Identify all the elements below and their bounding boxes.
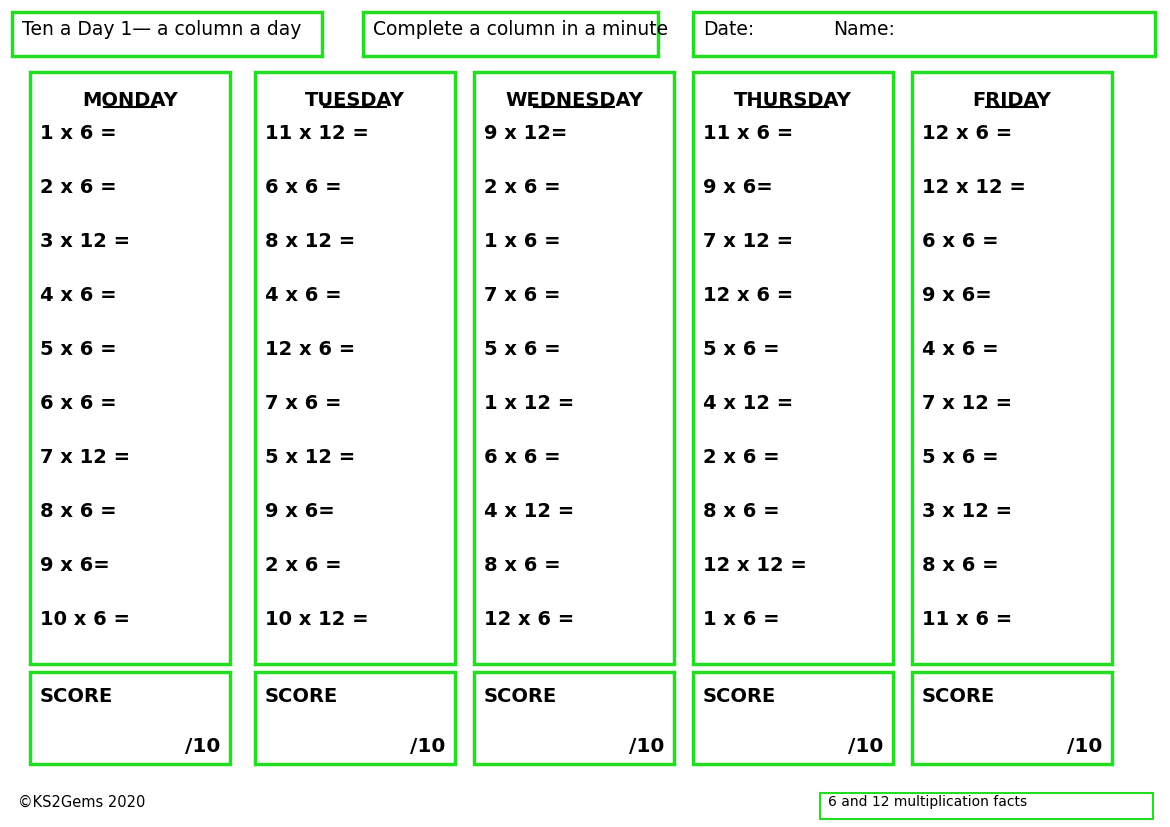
- Text: 6 x 6 =: 6 x 6 =: [40, 394, 117, 413]
- FancyBboxPatch shape: [474, 672, 674, 764]
- FancyBboxPatch shape: [693, 672, 893, 764]
- Text: Complete a column in a minute: Complete a column in a minute: [373, 20, 668, 39]
- Text: 6 x 6 =: 6 x 6 =: [922, 232, 999, 251]
- Text: 9 x 6=: 9 x 6=: [922, 286, 992, 305]
- Text: 4 x 6 =: 4 x 6 =: [40, 286, 117, 305]
- FancyBboxPatch shape: [12, 12, 322, 56]
- Text: 12 x 6 =: 12 x 6 =: [264, 340, 356, 359]
- Text: 2 x 6 =: 2 x 6 =: [484, 178, 560, 197]
- FancyBboxPatch shape: [911, 72, 1112, 664]
- Text: 1 x 6 =: 1 x 6 =: [40, 124, 117, 143]
- Text: 4 x 12 =: 4 x 12 =: [484, 502, 574, 521]
- Text: 7 x 6 =: 7 x 6 =: [264, 394, 342, 413]
- Text: /10: /10: [628, 737, 665, 756]
- FancyBboxPatch shape: [693, 72, 893, 664]
- Text: /10: /10: [1067, 737, 1102, 756]
- Text: THURSDAY: THURSDAY: [734, 90, 852, 109]
- Text: 8 x 6 =: 8 x 6 =: [922, 556, 999, 575]
- Text: 11 x 6 =: 11 x 6 =: [703, 124, 793, 143]
- Text: 12 x 6 =: 12 x 6 =: [484, 610, 574, 629]
- FancyBboxPatch shape: [30, 72, 230, 664]
- Text: 4 x 6 =: 4 x 6 =: [264, 286, 342, 305]
- FancyBboxPatch shape: [363, 12, 658, 56]
- Text: 9 x 6=: 9 x 6=: [703, 178, 772, 197]
- Text: 12 x 12 =: 12 x 12 =: [703, 556, 807, 575]
- Text: 8 x 6 =: 8 x 6 =: [703, 502, 779, 521]
- FancyBboxPatch shape: [693, 12, 1155, 56]
- Text: 2 x 6 =: 2 x 6 =: [703, 448, 779, 467]
- Text: 5 x 6 =: 5 x 6 =: [484, 340, 560, 359]
- Text: 4 x 6 =: 4 x 6 =: [922, 340, 999, 359]
- Text: 8 x 12 =: 8 x 12 =: [264, 232, 356, 251]
- Text: 7 x 12 =: 7 x 12 =: [703, 232, 793, 251]
- FancyBboxPatch shape: [911, 672, 1112, 764]
- Text: 7 x 6 =: 7 x 6 =: [484, 286, 560, 305]
- Text: SCORE: SCORE: [264, 687, 338, 706]
- Text: 4 x 12 =: 4 x 12 =: [703, 394, 793, 413]
- Text: 3 x 12 =: 3 x 12 =: [922, 502, 1012, 521]
- Text: 8 x 6 =: 8 x 6 =: [40, 502, 117, 521]
- Text: 1 x 6 =: 1 x 6 =: [484, 232, 560, 251]
- Text: 9 x 12=: 9 x 12=: [484, 124, 567, 143]
- Text: 2 x 6 =: 2 x 6 =: [264, 556, 342, 575]
- Text: 5 x 6 =: 5 x 6 =: [703, 340, 779, 359]
- FancyBboxPatch shape: [255, 72, 455, 664]
- FancyBboxPatch shape: [820, 793, 1152, 819]
- Text: 10 x 12 =: 10 x 12 =: [264, 610, 369, 629]
- Text: WEDNESDAY: WEDNESDAY: [505, 90, 644, 109]
- Text: 11 x 12 =: 11 x 12 =: [264, 124, 369, 143]
- Text: 6 and 12 multiplication facts: 6 and 12 multiplication facts: [828, 795, 1027, 809]
- Text: 11 x 6 =: 11 x 6 =: [922, 610, 1012, 629]
- FancyBboxPatch shape: [474, 72, 674, 664]
- Text: /10: /10: [410, 737, 445, 756]
- Text: MONDAY: MONDAY: [82, 90, 178, 109]
- Text: 2 x 6 =: 2 x 6 =: [40, 178, 117, 197]
- Text: 5 x 6 =: 5 x 6 =: [40, 340, 117, 359]
- Text: /10: /10: [847, 737, 883, 756]
- Text: 12 x 6 =: 12 x 6 =: [703, 286, 793, 305]
- FancyBboxPatch shape: [255, 672, 455, 764]
- Text: SCORE: SCORE: [703, 687, 776, 706]
- FancyBboxPatch shape: [30, 672, 230, 764]
- Text: Date:: Date:: [703, 20, 755, 39]
- Text: Name:: Name:: [833, 20, 895, 39]
- Text: 3 x 12 =: 3 x 12 =: [40, 232, 130, 251]
- Text: FRIDAY: FRIDAY: [972, 90, 1052, 109]
- Text: TUESDAY: TUESDAY: [305, 90, 405, 109]
- Text: 6 x 6 =: 6 x 6 =: [264, 178, 342, 197]
- Text: 1 x 12 =: 1 x 12 =: [484, 394, 574, 413]
- Text: 12 x 12 =: 12 x 12 =: [922, 178, 1026, 197]
- Text: 9 x 6=: 9 x 6=: [40, 556, 110, 575]
- Text: SCORE: SCORE: [40, 687, 113, 706]
- Text: 12 x 6 =: 12 x 6 =: [922, 124, 1012, 143]
- Text: SCORE: SCORE: [922, 687, 996, 706]
- Text: 5 x 6 =: 5 x 6 =: [922, 448, 999, 467]
- Text: 6 x 6 =: 6 x 6 =: [484, 448, 560, 467]
- Text: 7 x 12 =: 7 x 12 =: [40, 448, 130, 467]
- Text: 7 x 12 =: 7 x 12 =: [922, 394, 1012, 413]
- Text: Ten a Day 1— a column a day: Ten a Day 1— a column a day: [22, 20, 302, 39]
- Text: /10: /10: [185, 737, 220, 756]
- Text: 1 x 6 =: 1 x 6 =: [703, 610, 779, 629]
- Text: 9 x 6=: 9 x 6=: [264, 502, 335, 521]
- Text: 8 x 6 =: 8 x 6 =: [484, 556, 560, 575]
- Text: SCORE: SCORE: [484, 687, 557, 706]
- Text: 5 x 12 =: 5 x 12 =: [264, 448, 356, 467]
- Text: 10 x 6 =: 10 x 6 =: [40, 610, 130, 629]
- Text: ©KS2Gems 2020: ©KS2Gems 2020: [18, 795, 145, 810]
